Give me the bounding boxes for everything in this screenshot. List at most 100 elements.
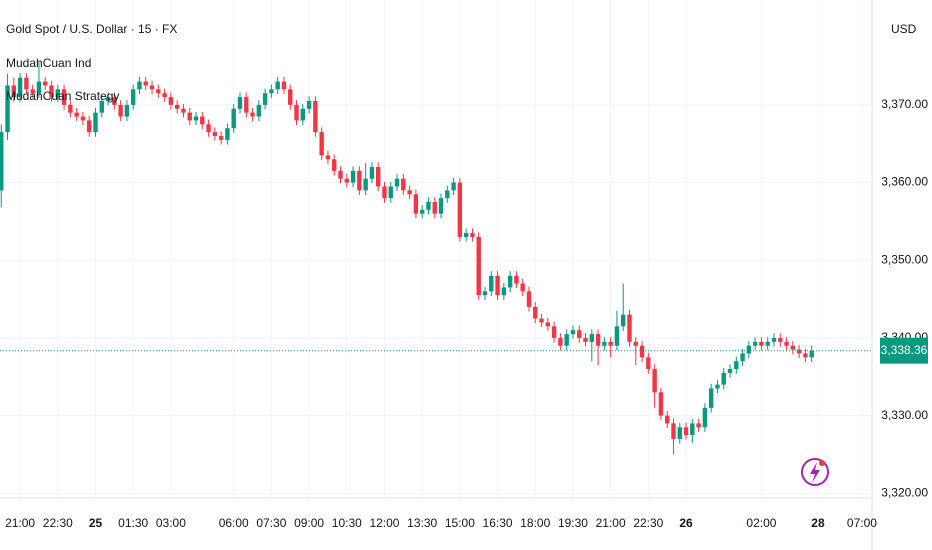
candle-body <box>520 283 525 292</box>
candle-body <box>256 104 262 117</box>
candle-body <box>206 124 211 133</box>
candle-body <box>369 167 375 179</box>
candle-body <box>212 132 218 136</box>
candle-body <box>608 341 613 346</box>
indicator-label[interactable]: MudahCuan Ind <box>6 56 91 70</box>
candle-body <box>438 198 444 214</box>
candle-body <box>30 89 35 94</box>
candle-body <box>156 89 161 94</box>
x-tick-label: 07:00 <box>847 516 877 530</box>
candle-body <box>288 89 293 105</box>
candle-body <box>445 190 450 199</box>
candle-body <box>803 353 808 358</box>
candle-body <box>187 112 192 121</box>
candle-body <box>80 116 86 121</box>
candle-body <box>639 345 645 358</box>
candle-body <box>765 341 770 346</box>
candle-body <box>61 89 67 105</box>
currency-label[interactable]: USD <box>891 22 917 36</box>
candle-body <box>734 361 739 370</box>
candle-body <box>457 182 463 237</box>
grid <box>0 0 872 498</box>
candle-body <box>413 194 419 214</box>
candle-body <box>771 337 777 342</box>
candle-body <box>690 423 695 436</box>
candle-body <box>671 423 676 439</box>
x-tick-label: 18:00 <box>520 516 550 530</box>
last-price-box <box>880 337 928 364</box>
candle-body <box>401 178 406 191</box>
x-tick-label: 03:00 <box>156 516 186 530</box>
x-tick-label: 10:30 <box>332 516 362 530</box>
candle-body <box>143 81 148 86</box>
candle-body <box>463 233 469 237</box>
candle-body <box>633 341 638 346</box>
candle-body <box>306 100 312 109</box>
y-tick-label: 3,370.00 <box>881 97 928 111</box>
indicator-label[interactable]: MudahCuan Strategy <box>6 89 119 103</box>
candle-body <box>721 372 726 385</box>
chart-title: Gold Spot / U.S. Dollar · 15 · FX <box>6 22 177 36</box>
candle-body <box>740 353 745 362</box>
candle-body <box>200 116 205 125</box>
candle-body <box>382 186 387 199</box>
candle-body <box>218 135 224 140</box>
candle-body <box>17 77 23 98</box>
candle-body <box>539 318 544 323</box>
candle-body <box>595 334 601 346</box>
candle-body <box>363 178 368 191</box>
alert-dot <box>819 460 825 466</box>
candle-body <box>137 81 142 90</box>
candle-body <box>281 81 287 90</box>
candle-body <box>664 415 670 424</box>
candle-body <box>658 392 664 416</box>
candle-body <box>533 306 538 319</box>
candle-body <box>551 326 557 338</box>
x-tick-label: 22:30 <box>633 516 663 530</box>
candle-body <box>313 100 318 133</box>
candle-body <box>388 186 393 199</box>
candle-body <box>627 314 632 342</box>
candle-body <box>570 330 576 335</box>
candle-body <box>564 334 569 346</box>
x-tick-label: 13:30 <box>407 516 437 530</box>
candle-body <box>244 97 249 113</box>
candle-body <box>168 97 174 105</box>
y-tick-label: 3,350.00 <box>881 252 928 266</box>
candle-body <box>809 350 814 358</box>
candle-body <box>796 349 802 354</box>
candle-body <box>407 190 412 195</box>
candle-body <box>300 108 306 121</box>
candle-body <box>93 112 98 133</box>
x-tick-label: 28 <box>811 516 825 530</box>
candle-body <box>193 116 199 121</box>
candle-body <box>489 275 494 292</box>
candle-body <box>275 81 280 90</box>
candle-body <box>11 85 17 98</box>
candle-body <box>269 89 274 94</box>
candle-body <box>49 85 54 98</box>
candle-body <box>332 159 337 171</box>
candle-body <box>237 97 243 109</box>
alert-icon[interactable] <box>801 458 829 486</box>
candle-body <box>130 89 136 105</box>
candle-body <box>715 384 720 389</box>
candle-body <box>162 93 167 98</box>
y-tick-label: 3,330.00 <box>881 408 928 422</box>
candle-body <box>507 275 513 288</box>
candle-body <box>231 108 236 129</box>
y-tick-label: 3,360.00 <box>881 175 928 189</box>
candle-body <box>602 341 607 346</box>
candle-body <box>262 93 268 105</box>
y-tick-label: 3,320.00 <box>881 486 928 500</box>
candle-body <box>784 341 789 346</box>
candle-body <box>702 407 708 428</box>
candle-body <box>451 182 456 191</box>
x-tick-label: 21:00 <box>596 516 626 530</box>
candles <box>0 62 814 455</box>
candle-body <box>74 112 79 117</box>
x-tick-label: 19:30 <box>558 516 588 530</box>
candle-body <box>325 155 331 160</box>
candle-body <box>746 345 752 354</box>
